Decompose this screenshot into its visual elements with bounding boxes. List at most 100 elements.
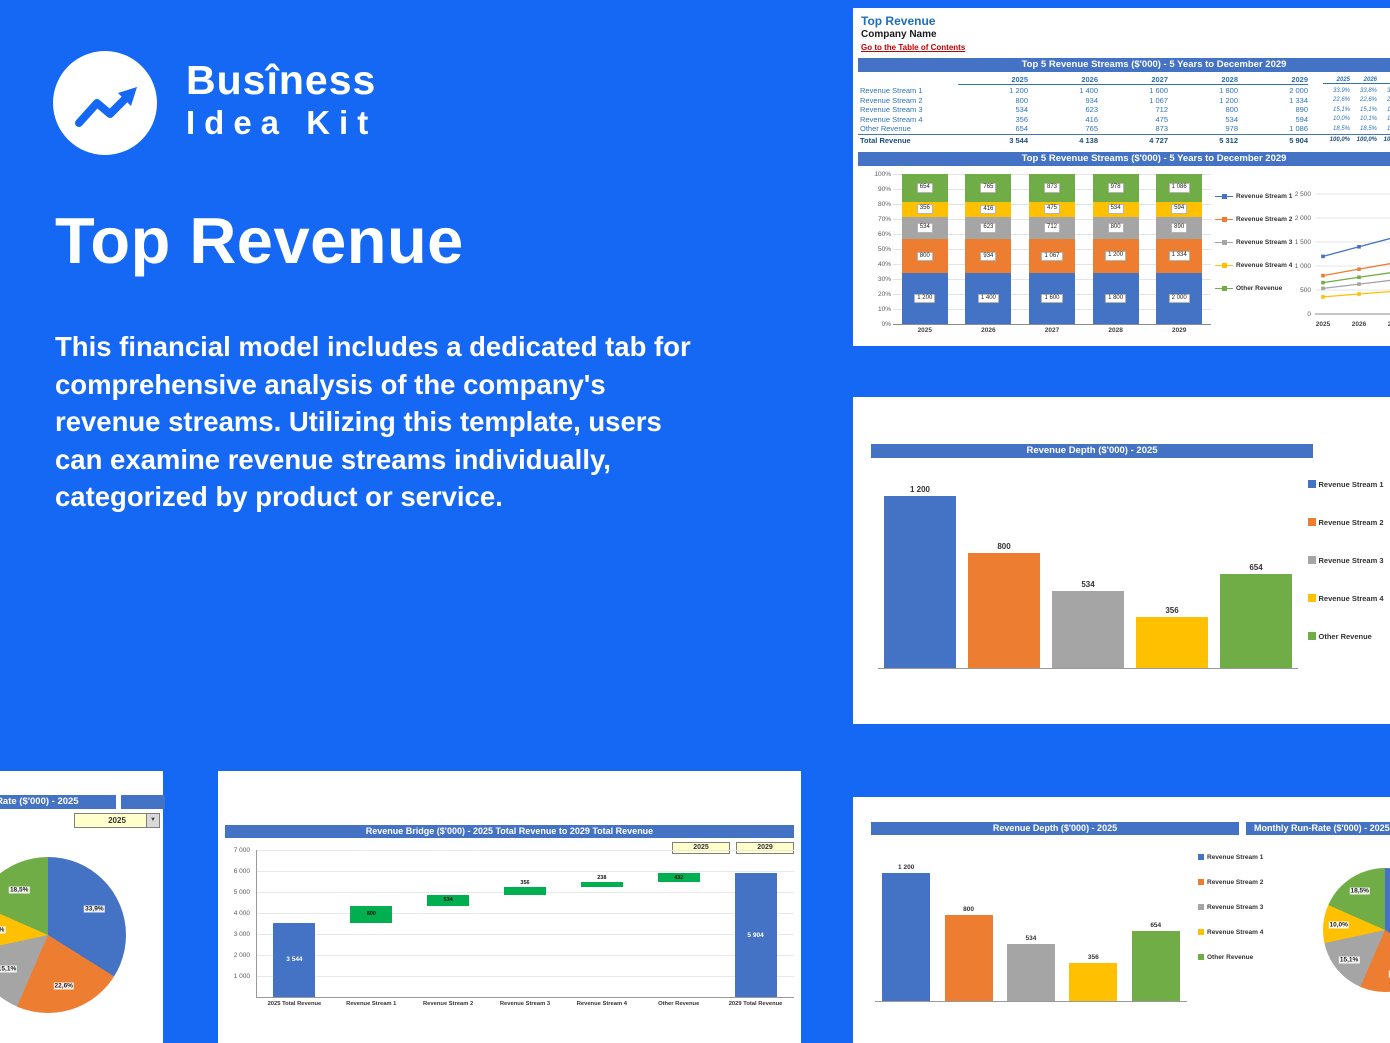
segment-value-label: 1 400	[977, 293, 999, 304]
stacked-bar-segment: 356	[901, 201, 948, 217]
waterfall-chart: 7 000 6 000 5 000 4 000 3 000 2 000 1 000 3 544…	[218, 847, 801, 1020]
segment-value-label: 1 600	[1041, 293, 1063, 304]
legend-label: Revenue Stream 4	[1236, 261, 1293, 269]
runrate-title-bar-2: Monthly Run-Rate ($'000) - 2025	[1246, 822, 1390, 835]
cell-value: 978	[1225, 124, 1238, 134]
bar	[882, 872, 931, 1001]
legend-line-marker	[1215, 262, 1233, 268]
revenue-table: 202520262027202820292025202620272028Reve…	[858, 74, 1390, 146]
cell-value: 4 138	[1079, 135, 1098, 145]
row-label: Total Revenue	[860, 135, 911, 145]
bar	[884, 496, 956, 668]
cell-value: 1 086	[1289, 124, 1308, 134]
row-label: Revenue Stream 1	[860, 86, 923, 96]
cell-pct: 15,1%	[1332, 106, 1350, 113]
bridge-title-bar: Revenue Bridge ($'000) - 2025 Total Reve…	[225, 825, 794, 838]
cell-value: 1 067	[1149, 95, 1168, 105]
header-spacer-cell	[121, 795, 165, 809]
depth-chart-title-bar: Revenue Depth ($'000) - 2025	[871, 444, 1313, 458]
runrate-pie-chart-2: 33,9%22,6%15,1%10,0%18,5%	[1323, 868, 1390, 992]
cell-value: 623	[1085, 105, 1098, 115]
stacked-bar-segment: 934	[965, 239, 1012, 274]
bar-column: 534	[1006, 934, 1055, 1001]
legend-square-marker	[1198, 904, 1204, 910]
depth-bar-chart: 1 200 800 534 356 654	[878, 467, 1298, 669]
cell-value: 1 800	[1219, 86, 1238, 96]
cell-value: 2 000	[1289, 86, 1308, 96]
toc-link[interactable]: Go to the Table of Contents	[861, 43, 966, 52]
legend-label: Revenue Stream 1	[1236, 192, 1293, 200]
x-axis-label: 2029 Total Revenue	[728, 1001, 783, 1007]
trend-arrow-icon	[75, 87, 137, 127]
bar-column: 356	[1136, 606, 1208, 668]
legend-item: Revenue Stream 2	[1215, 214, 1292, 224]
y-axis-tick: 1 000	[233, 972, 250, 980]
legend-item: Other Revenue	[1198, 952, 1253, 962]
cell-value: 800	[1015, 95, 1028, 105]
chevron-down-icon[interactable]: ▼	[146, 814, 159, 827]
bar-value-label: 800	[963, 906, 974, 914]
runrate-pie-chart: 33,9% 22,6% 15,1% 10,0% 18,5%	[0, 857, 126, 1013]
segment-value-label: 534	[916, 223, 933, 233]
cell-pct: 15,1%	[1359, 106, 1377, 113]
spreadsheet-panel: Top Revenue Company Name Go to the Table…	[853, 8, 1390, 346]
segment-value-label: 1 086	[1168, 183, 1190, 193]
cell-pct: 100,0%	[1383, 137, 1390, 143]
cell-pct: 10,1%	[1359, 116, 1377, 123]
stacked-bar-segment: 765	[965, 174, 1012, 202]
y-axis-tick: 2 000	[233, 951, 250, 959]
legend-item: Other Revenue	[1215, 283, 1282, 293]
bridge-end-year-selector[interactable]: 2029	[736, 842, 794, 854]
legend-item: Other Revenue	[1308, 631, 1372, 641]
x-axis-line	[893, 324, 1211, 325]
legend-item: Revenue Stream 2	[1198, 877, 1263, 887]
legend-label: Revenue Stream 2	[1207, 878, 1264, 886]
legend-item: Revenue Stream 3	[1215, 237, 1292, 247]
cell-value: 654	[1015, 124, 1028, 134]
cell-pct: 22,6%	[1359, 97, 1377, 104]
year-selector-value: 2025	[108, 816, 126, 825]
cell-value: 1 334	[1289, 95, 1308, 105]
x-axis-label: 2026	[981, 327, 996, 334]
stacked-bar-segment: 1 200	[1092, 239, 1139, 274]
bar-column: 356	[1069, 954, 1118, 1001]
bar-value-label: 534	[1025, 934, 1037, 942]
company-name: Company Name	[861, 29, 937, 40]
cell-value: 5 904	[1289, 135, 1308, 145]
bar-value-label: 356	[1165, 606, 1179, 615]
legend-square-marker	[1198, 954, 1204, 960]
table-row: Revenue Stream 3 534 623 712 800 890 15,1% 15,1…	[858, 105, 1390, 115]
svg-text:2 000: 2 000	[1295, 215, 1312, 222]
segment-value-label: 594	[1171, 204, 1188, 214]
waterfall-value-label: 432	[674, 874, 684, 881]
cell-pct: 33,8%	[1359, 87, 1377, 94]
bar	[1131, 931, 1180, 1001]
brand-name-line2: Idea Kit	[186, 104, 378, 141]
legend-square-marker	[1308, 632, 1316, 640]
waterfall-value-label: 3 544	[286, 956, 303, 964]
legend-item: Revenue Stream 4	[1198, 927, 1263, 937]
bar	[1069, 962, 1118, 1001]
cell-value: 4 727	[1149, 135, 1168, 145]
cell-value: 3 544	[1009, 135, 1028, 145]
cell-value: 356	[1015, 114, 1028, 124]
waterfall-delta-bar	[657, 873, 700, 883]
svg-text:500: 500	[1300, 287, 1311, 294]
cell-value: 934	[1085, 95, 1098, 105]
stacked-bar-segment: 1 334	[1156, 239, 1203, 274]
legend-square-marker	[1198, 854, 1204, 860]
y-axis-tick: 60%	[877, 230, 891, 238]
year-selector-dropdown[interactable]: 2025 ▼	[74, 813, 160, 828]
stacked-bar-segment: 1 086	[1156, 174, 1203, 202]
legend-item: Revenue Stream 3	[1308, 555, 1384, 565]
bar-value-label: 1 200	[898, 863, 915, 871]
cell-pct: 33,8%	[1386, 87, 1390, 94]
waterfall-total-bar	[734, 873, 777, 997]
y-axis-tick: 10%	[877, 305, 891, 313]
legend-square-marker	[1198, 879, 1204, 885]
cell-value: 1 600	[1149, 86, 1168, 96]
segment-value-label: 475	[1043, 204, 1060, 214]
y-axis-tick: 80%	[877, 200, 891, 208]
x-axis-label: Revenue Stream 2	[423, 1001, 474, 1007]
bridge-start-year-selector[interactable]: 2025	[672, 842, 730, 854]
